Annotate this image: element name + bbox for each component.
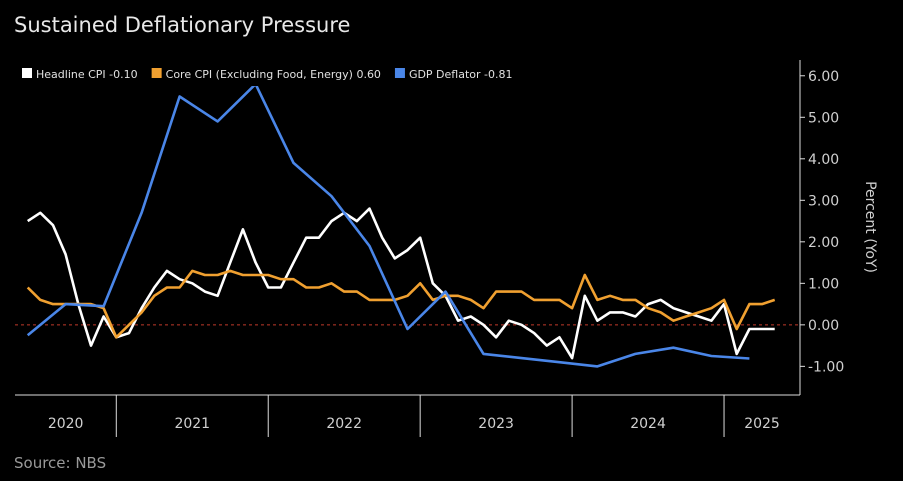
y-tick-label: 1.00: [808, 276, 839, 292]
legend-label: Core CPI (Excluding Food, Energy) 0.60: [166, 68, 381, 81]
legend-label: GDP Deflator -0.81: [409, 68, 513, 81]
series-line: [26, 269, 776, 339]
legend-swatch: [394, 68, 405, 78]
legend-box: [15, 62, 527, 86]
y-tick-label: 5.00: [808, 110, 839, 126]
series-line: [26, 207, 775, 360]
legend-label: Headline CPI -0.10: [36, 68, 138, 81]
y-axis-label: Percent (YoY): [862, 181, 878, 273]
x-tick-label: 2023: [478, 416, 514, 432]
chart-title: Sustained Deflationary Pressure: [14, 13, 350, 37]
y-tick-label: -1.00: [808, 359, 844, 375]
series-line: [26, 82, 750, 368]
y-tick-label: 3.00: [808, 193, 839, 209]
y-tick-label: 2.00: [808, 235, 839, 251]
x-tick-label: 2020: [48, 416, 84, 432]
legend-swatch: [22, 68, 32, 78]
y-tick-label: 4.00: [808, 152, 839, 168]
x-tick-label: 2024: [630, 416, 666, 432]
x-tick-label: 2022: [326, 416, 362, 432]
x-tick-label: 2025: [744, 416, 780, 432]
y-tick-label: 0.00: [808, 318, 839, 334]
y-tick-label: 6.00: [808, 69, 839, 85]
source: Source: NBS: [14, 454, 106, 472]
legend-swatch: [151, 68, 162, 78]
x-tick-label: 2021: [174, 416, 210, 432]
